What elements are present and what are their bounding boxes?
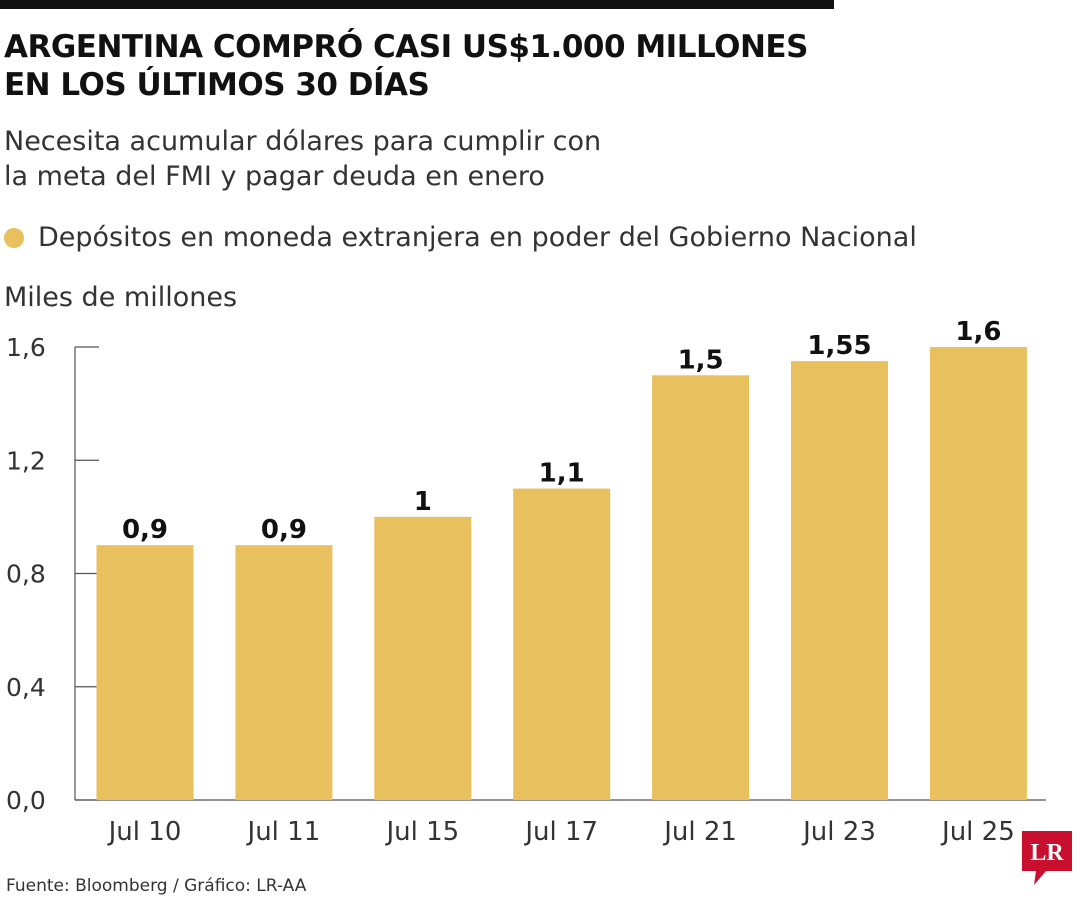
chart-subtitle-line-2: la meta del FMI y pagar deuda en enero bbox=[4, 161, 545, 192]
bar bbox=[513, 488, 611, 800]
bar bbox=[929, 347, 1027, 800]
y-tick-label: 0,4 bbox=[6, 673, 46, 702]
legend-swatch bbox=[4, 227, 24, 248]
y-tick-label: 1,2 bbox=[6, 446, 46, 475]
lr-logo: LR bbox=[1022, 831, 1072, 885]
bar-value-label: 0,9 bbox=[122, 515, 168, 545]
x-tick-label: Jul 10 bbox=[107, 817, 182, 847]
x-tick-label: Jul 21 bbox=[662, 817, 737, 847]
chart-subtitle-line-1: Necesita acumular dólares para cumplir c… bbox=[4, 126, 602, 157]
bar-chart: 0,0 0,4 0,8 1,2 1,6 0,9 Jul 10 0,9 Jul 11 1 Jul 15… bbox=[6, 320, 1046, 847]
bar-value-label: 1,5 bbox=[678, 345, 724, 375]
y-axis-unit-label: Miles de millones bbox=[4, 282, 238, 313]
chart-legend: Depósitos en moneda extranjera en poder … bbox=[4, 222, 917, 253]
x-tick-label: Jul 25 bbox=[940, 817, 1015, 847]
x-tick-label: Jul 11 bbox=[246, 817, 321, 847]
y-tick-label: 0,8 bbox=[6, 560, 46, 589]
chart-title-line-2: EN LOS ÚLTIMOS 30 DÍAS bbox=[4, 67, 430, 103]
x-tick-label: Jul 15 bbox=[384, 817, 459, 847]
y-tick-label: 0,0 bbox=[6, 786, 46, 815]
x-tick-label: Jul 23 bbox=[801, 817, 876, 847]
lr-logo-text: LR bbox=[1030, 840, 1064, 866]
bar-value-label: 1,6 bbox=[955, 320, 1001, 347]
bar-value-label: 0,9 bbox=[261, 515, 307, 545]
lr-logo-badge bbox=[1022, 831, 1072, 885]
bar bbox=[791, 361, 888, 800]
legend-label: Depósitos en moneda extranjera en poder … bbox=[38, 222, 917, 253]
y-tick-label: 1,6 bbox=[6, 333, 46, 362]
x-tick-label: Jul 17 bbox=[523, 817, 598, 847]
bar bbox=[374, 516, 472, 800]
chart-title: ARGENTINA COMPRÓ CASI US$1.000 MILLONES … bbox=[4, 28, 904, 104]
top-rule bbox=[0, 0, 834, 9]
bar-value-label: 1,1 bbox=[539, 459, 585, 489]
chart-title-line-1: ARGENTINA COMPRÓ CASI US$1.000 MILLONES bbox=[4, 29, 808, 65]
bar bbox=[96, 545, 194, 800]
source-note: Fuente: Bloomberg / Gráfico: LR-AA bbox=[6, 876, 307, 896]
bar bbox=[235, 545, 333, 800]
bar-value-label: 1,55 bbox=[807, 331, 871, 361]
chart-subtitle: Necesita acumular dólares para cumplir c… bbox=[4, 124, 904, 194]
bar-value-label: 1 bbox=[414, 487, 432, 517]
bar bbox=[652, 375, 750, 800]
